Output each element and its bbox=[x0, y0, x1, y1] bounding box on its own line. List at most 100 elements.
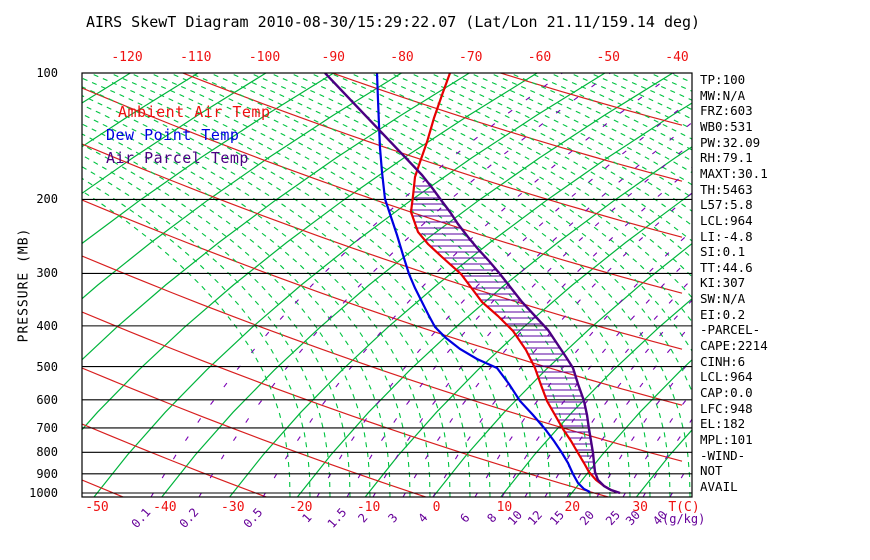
stats-panel-row: -PARCEL- bbox=[700, 322, 761, 338]
moist-adiabat-line bbox=[82, 77, 511, 497]
stats-panel-row: SI:0.1 bbox=[700, 244, 746, 260]
moist-adiabat-line bbox=[309, 73, 692, 323]
moist-adiabat-line bbox=[82, 133, 391, 497]
dry-adiabat-line bbox=[181, 73, 683, 238]
moist-adiabat-line bbox=[349, 73, 692, 278]
mixing-ratio-line bbox=[198, 73, 611, 497]
moist-adiabat-line bbox=[82, 190, 291, 497]
dry-adiabat-line bbox=[82, 423, 269, 497]
moist-adiabat-line bbox=[449, 73, 692, 199]
pressure-tick: 600 bbox=[36, 392, 58, 407]
moist-adiabat-line bbox=[82, 154, 351, 497]
mixing-ratio-line bbox=[474, 230, 692, 497]
moist-adiabat-line bbox=[830, 73, 870, 497]
mixing-ratio-line bbox=[262, 73, 675, 497]
moist-adiabat-line bbox=[750, 73, 870, 497]
stats-panel-row: FRZ:603 bbox=[700, 103, 753, 119]
pressure-tick: 1000 bbox=[29, 486, 58, 500]
pressure-tick: 900 bbox=[36, 466, 58, 481]
plot-border bbox=[81, 72, 693, 498]
moist-adiabat-line bbox=[329, 73, 692, 299]
dry-adiabat-line bbox=[82, 536, 682, 560]
dry-adiabat-line bbox=[498, 73, 683, 126]
isotherm-line bbox=[568, 359, 692, 497]
moist-adiabat-line bbox=[429, 73, 692, 212]
stats-panel-row: LFC:948 bbox=[700, 400, 753, 416]
stats-panel-row: AVAIL bbox=[700, 478, 738, 494]
mixing-ratio-line bbox=[316, 99, 692, 497]
moist-adiabat-line bbox=[82, 95, 471, 497]
legend-dew-point-temp: Dew Point Temp bbox=[106, 126, 240, 144]
pressure-tick: 700 bbox=[36, 420, 58, 435]
top-temp-tick: -70 bbox=[459, 50, 483, 65]
top-temp-tick: -100 bbox=[248, 50, 281, 65]
dry-adiabat-line bbox=[82, 367, 428, 497]
moist-adiabat-line bbox=[389, 73, 692, 242]
stats-panel-row: -WIND- bbox=[700, 447, 746, 463]
moist-adiabat-line bbox=[89, 73, 531, 497]
moist-adiabat-line bbox=[469, 73, 692, 186]
pressure-tick: 500 bbox=[36, 359, 58, 374]
bottom-temp-tick: -50 bbox=[85, 500, 109, 515]
moist-adiabat-line bbox=[850, 73, 870, 497]
isotherm-line bbox=[229, 102, 692, 497]
stats-panel-row: PW:32.09 bbox=[700, 134, 761, 150]
moist-adiabat-line bbox=[810, 73, 870, 497]
moist-adiabat-line bbox=[209, 73, 651, 497]
dry-adiabat-line bbox=[82, 255, 683, 462]
stats-panel-row: RH:79.1 bbox=[700, 150, 753, 166]
bottom-temp-tick: 30 bbox=[632, 500, 649, 515]
top-temp-tick: -80 bbox=[390, 50, 414, 65]
isotherm-line bbox=[82, 73, 199, 148]
dry-adiabat-line bbox=[330, 73, 683, 182]
top-temp-tick: -40 bbox=[665, 50, 689, 65]
stats-panel-row: KI:307 bbox=[700, 275, 746, 291]
mixing-ratio-line bbox=[372, 142, 692, 497]
bottom-temp-tick: -20 bbox=[288, 500, 313, 515]
stats-panel-row: SW:N/A bbox=[700, 291, 746, 307]
dry-adiabat-line bbox=[82, 0, 682, 69]
moist-adiabat-line bbox=[409, 73, 692, 227]
top-temp-tick: -50 bbox=[596, 50, 620, 65]
stats-panel-row: MPL:101 bbox=[700, 431, 753, 447]
ambient-temp-curve bbox=[409, 73, 621, 495]
pressure-tick: 300 bbox=[36, 266, 58, 281]
moist-adiabat-line bbox=[770, 73, 870, 497]
moist-adiabat-line bbox=[790, 73, 870, 497]
moist-adiabat-line bbox=[82, 113, 431, 497]
stats-panel-row: CAP:0.0 bbox=[700, 385, 753, 400]
stats-panel-row: WB0:531 bbox=[700, 118, 753, 134]
isotherm-line bbox=[296, 146, 692, 497]
stats-panel-row: TP:100 bbox=[700, 72, 746, 87]
mixing-ratio-line bbox=[524, 278, 692, 497]
moist-adiabat-line bbox=[169, 73, 611, 497]
top-temp-tick: -90 bbox=[321, 50, 345, 65]
moist-adiabat-line bbox=[249, 73, 691, 497]
bottom-temp-tick: 10 bbox=[496, 500, 513, 515]
stats-panel-row: TT:44.6 bbox=[700, 259, 753, 275]
page-title: AIRS SkewT Diagram 2010-08-30/15:29:22.0… bbox=[86, 13, 701, 31]
moist-adiabat-line bbox=[82, 166, 331, 497]
stats-panel-row: LCL:964 bbox=[700, 369, 753, 385]
mixing-ratio-line bbox=[150, 73, 563, 497]
moist-adiabat-line bbox=[189, 73, 631, 497]
moist-adiabat-line bbox=[269, 73, 692, 394]
pressure-tick: 100 bbox=[36, 66, 58, 80]
moist-adiabat-line bbox=[489, 73, 692, 174]
parcel-temp-curve bbox=[324, 73, 621, 495]
temp-unit-label: T(C) bbox=[668, 500, 700, 515]
moist-adiabat-line bbox=[82, 86, 491, 497]
stats-panel-row: MAXT:30.1 bbox=[700, 165, 768, 181]
isotherm-line bbox=[432, 242, 692, 497]
stats-panel-row: TH:5463 bbox=[700, 181, 753, 197]
mixing-ratio-unit-label: (g/kg) bbox=[662, 512, 706, 526]
dew-point-curve bbox=[375, 73, 591, 493]
moist-adiabat-line bbox=[82, 104, 451, 497]
stats-panel-row: LCL:964 bbox=[700, 212, 753, 228]
legend-ambient-air-temp: Ambient Air Temp bbox=[118, 103, 271, 121]
legend-air-parcel-temp: Air Parcel Temp bbox=[106, 149, 249, 167]
pressure-tick: 400 bbox=[36, 318, 58, 333]
moist-adiabat-line bbox=[289, 73, 692, 353]
